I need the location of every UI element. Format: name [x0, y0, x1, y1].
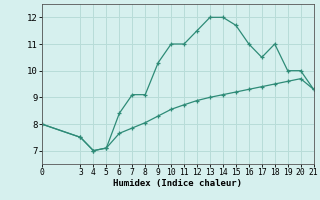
X-axis label: Humidex (Indice chaleur): Humidex (Indice chaleur) [113, 179, 242, 188]
